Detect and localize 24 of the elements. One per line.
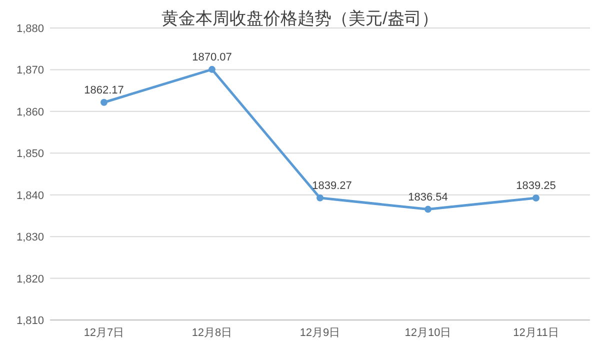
y-tick-label: 1,850 [16,148,44,160]
y-tick-label: 1,870 [16,64,44,77]
x-tick-label: 12月7日 [84,327,124,339]
x-tick-label: 12月8日 [192,327,232,339]
x-tick-label: 12月10日 [404,327,452,339]
point [424,206,432,213]
point [316,194,324,202]
data-label: 1839.25 [516,180,556,192]
point [532,194,540,202]
data-label: 1839.27 [312,180,352,192]
y-tick-label: 1,810 [16,315,44,327]
chart-title: 黄金本周收盘价格趋势（美元/盎司） [162,9,438,28]
x-tick-label: 12月11日 [513,327,559,339]
x-tick-label: 12月9日 [300,327,340,339]
point [100,98,108,106]
point [208,66,216,73]
y-tick-label: 1,860 [16,106,44,118]
data-label: 1870.07 [192,51,232,64]
y-tick-label: 1,820 [16,273,44,286]
y-tick-label: 1,880 [16,23,44,35]
y-tick-label: 1,830 [16,232,44,244]
data-label: 1836.54 [408,191,448,204]
y-tick-label: 1,840 [16,190,44,202]
data-label: 1862.17 [84,84,124,96]
